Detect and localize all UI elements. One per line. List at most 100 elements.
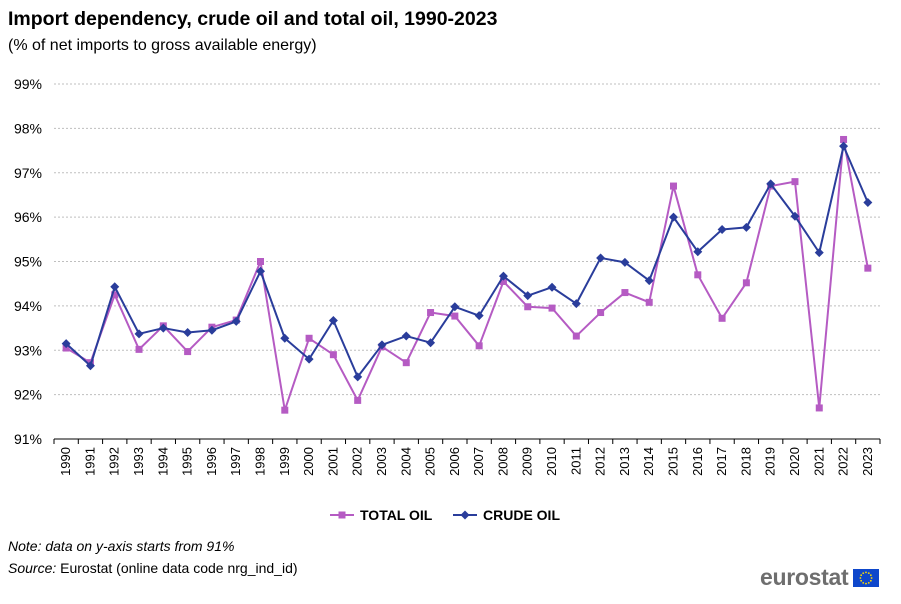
x-tick-label: 2008: [495, 447, 510, 476]
legend-swatch-marker: [338, 511, 346, 519]
data-point: [85, 361, 95, 371]
x-tick-label: 1992: [107, 447, 122, 476]
y-tick-label: 93%: [14, 342, 42, 358]
data-point: [451, 312, 459, 320]
x-tick-label: 2019: [763, 447, 778, 476]
x-tick-label: 2015: [666, 447, 681, 476]
chart-subtitle: (% of net imports to gross available ene…: [8, 37, 317, 54]
chart-note: Note: data on y-axis starts from 91%: [8, 538, 235, 554]
data-point: [766, 179, 776, 189]
legend: TOTAL OIL CRUDE OIL: [330, 507, 560, 523]
x-tick-label: 2021: [811, 447, 826, 476]
data-point: [328, 316, 338, 326]
data-point: [184, 348, 192, 356]
legend-label: TOTAL OIL: [360, 507, 433, 523]
data-point: [645, 298, 653, 306]
flag-star: [868, 581, 871, 584]
y-tick-label: 98%: [14, 120, 42, 136]
data-point: [134, 329, 144, 339]
data-point: [596, 253, 606, 263]
chart-source: Source: Eurostat (online data code nrg_i…: [8, 560, 298, 576]
data-point: [814, 248, 824, 258]
data-point: [571, 299, 581, 309]
data-point: [377, 340, 387, 350]
x-tick-label: 2012: [593, 447, 608, 476]
data-point: [475, 342, 483, 350]
y-tick-label: 94%: [14, 298, 42, 314]
flag-background: [853, 568, 880, 587]
series-1: [61, 141, 873, 382]
legend-item: TOTAL OIL: [330, 507, 433, 523]
data-point: [426, 338, 436, 348]
data-point: [815, 404, 823, 412]
legend-label: CRUDE OIL: [483, 507, 560, 523]
data-point: [353, 372, 363, 382]
flag-star: [860, 573, 863, 576]
data-point: [135, 345, 143, 353]
data-point: [61, 339, 71, 349]
x-tick-label: 1995: [180, 447, 195, 476]
data-point: [256, 266, 265, 276]
data-point: [329, 351, 337, 359]
data-point: [670, 182, 677, 190]
flag-star: [868, 571, 871, 574]
data-point: [644, 276, 654, 286]
x-tick-label: 2000: [301, 447, 316, 476]
x-tick-label: 2017: [714, 447, 729, 476]
data-point: [402, 359, 410, 367]
data-point: [280, 333, 290, 343]
data-point: [474, 311, 484, 321]
data-point: [863, 197, 873, 207]
data-point: [450, 302, 460, 312]
data-point: [694, 271, 702, 279]
data-point: [572, 332, 580, 340]
x-tick-label: 2018: [738, 447, 753, 476]
data-point: [111, 291, 119, 299]
data-point: [401, 331, 411, 341]
x-tick-label: 2010: [544, 447, 559, 476]
chart-title: Import dependency, crude oil and total o…: [8, 8, 498, 30]
x-tick-label: 2001: [325, 447, 340, 476]
gridlines: [54, 83, 880, 396]
x-tick-label: 1998: [253, 447, 268, 476]
y-tick-label: 96%: [14, 209, 42, 225]
data-point: [498, 271, 508, 281]
flag-star: [860, 579, 863, 582]
data-point: [110, 282, 120, 292]
x-tick-label: 2005: [423, 447, 438, 476]
flag-star: [862, 581, 865, 584]
data-point: [305, 334, 313, 342]
y-tick-label: 91%: [14, 431, 42, 447]
series-0: [62, 135, 872, 414]
x-tick-label: 2022: [836, 447, 851, 476]
data-point: [547, 282, 557, 292]
data-point: [669, 212, 678, 222]
data-point: [257, 258, 264, 265]
y-tick-label: 97%: [14, 165, 42, 181]
data-point: [499, 277, 507, 285]
x-tick-label: 2023: [860, 447, 875, 476]
x-tick-label: 2004: [398, 447, 413, 476]
data-point: [231, 316, 241, 326]
data-point: [717, 225, 727, 235]
data-point: [620, 257, 630, 267]
data-point: [304, 354, 314, 364]
flag-star: [865, 571, 868, 573]
data-point: [427, 309, 435, 317]
data-point: [523, 291, 533, 301]
series-line: [65, 145, 869, 378]
source-label: Source:: [8, 560, 57, 576]
x-tick-label: 2002: [350, 447, 365, 476]
flag-star: [859, 576, 862, 579]
x-tick-label: 2016: [690, 447, 705, 476]
legend-swatch-marker: [460, 510, 470, 520]
x-tick-label: 1993: [131, 447, 146, 476]
x-tick-label: 1997: [228, 447, 243, 476]
data-point: [524, 303, 532, 311]
x-tick-label: 1996: [204, 447, 219, 476]
data-point: [158, 323, 168, 333]
data-point: [354, 396, 362, 404]
logo-text: eurostat: [760, 564, 849, 590]
data-point: [742, 279, 750, 287]
legend-item: CRUDE OIL: [453, 507, 560, 523]
